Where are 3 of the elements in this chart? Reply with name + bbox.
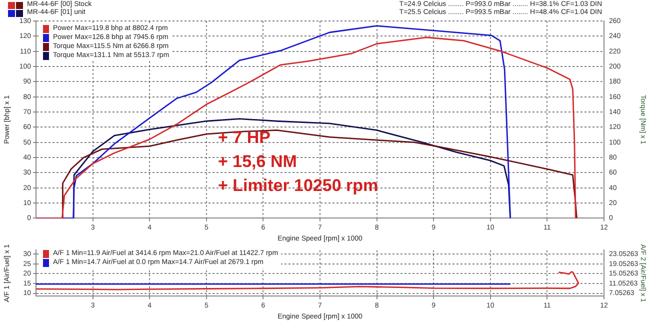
annotation: + Limiter 10250 rpm [218,176,378,196]
annotation: + 15,6 NM [218,152,297,172]
annotation: + 7 HP [218,128,270,148]
